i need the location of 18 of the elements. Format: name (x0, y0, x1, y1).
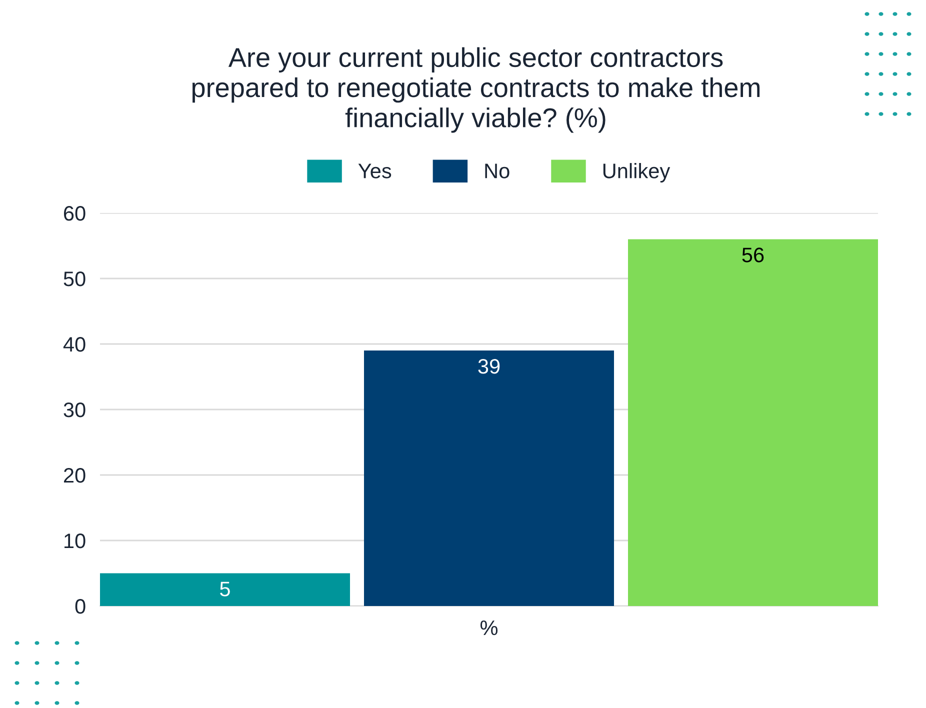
legend-label: Yes (358, 164, 392, 178)
y-tick-label: 30 (64, 402, 86, 418)
y-tick-label: 60 (64, 206, 86, 221)
bar (364, 350, 614, 606)
chart-title: Are your current public sector contractors prepared to renegotiate contracts to make them financially viable? (%) (192, 47, 760, 133)
y-tick-label: 50 (64, 272, 86, 286)
data-label: 56 (742, 248, 764, 262)
legend-label: No (485, 164, 510, 178)
y-tick-label: 10 (64, 534, 86, 548)
y-tick-label: 20 (64, 468, 86, 483)
bar (628, 239, 878, 606)
legend-label: Unlikey (603, 163, 670, 182)
y-tick-label: 0 (75, 599, 86, 614)
bar (100, 573, 350, 606)
data-label: 5 (220, 582, 230, 596)
y-tick-label: 40 (63, 337, 86, 352)
data-label: 39 (478, 358, 500, 374)
x-tick-label: % (480, 620, 498, 636)
